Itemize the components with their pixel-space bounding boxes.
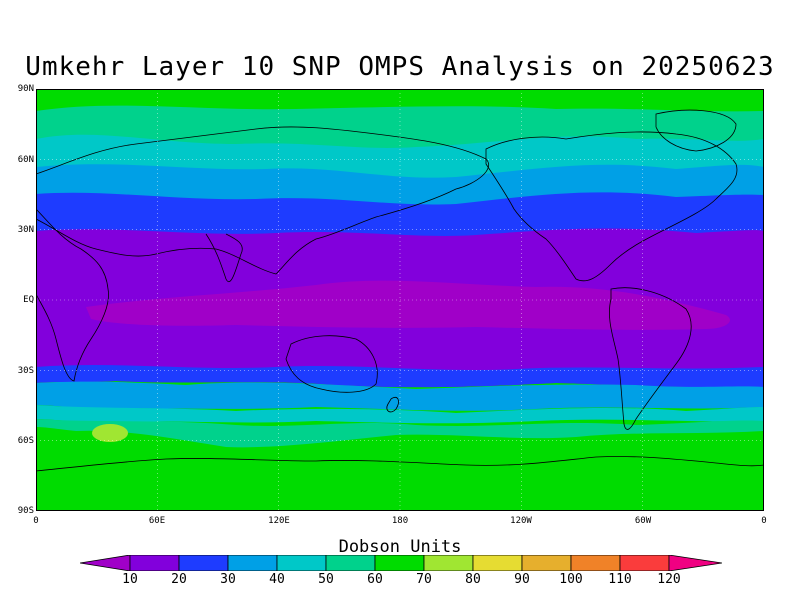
lat-label-30s: 30S bbox=[17, 366, 34, 376]
colorbar-segment-90-100 bbox=[521, 555, 572, 571]
colorbar-tick-20: 20 bbox=[171, 572, 187, 587]
graticule bbox=[36, 89, 764, 511]
band-50-south bbox=[36, 405, 764, 424]
lon-label-60w: 60W bbox=[634, 516, 652, 526]
lon-label-120w: 120W bbox=[510, 516, 532, 526]
colorbar-segment-30-40 bbox=[227, 555, 278, 571]
colorbar-tick-100: 100 bbox=[559, 572, 583, 587]
newzealand-coast bbox=[386, 396, 399, 413]
colorbar-tick-110: 110 bbox=[608, 572, 632, 587]
ozone-map bbox=[36, 89, 764, 511]
africa-coast bbox=[36, 208, 109, 382]
lon-label-180: 180 bbox=[391, 516, 409, 526]
band-40-south bbox=[36, 381, 764, 411]
colorbar-tick-70: 70 bbox=[416, 572, 432, 587]
colorbar-tick-50: 50 bbox=[318, 572, 334, 587]
colorbar-segment-40-50 bbox=[276, 555, 327, 571]
north-america-coast bbox=[485, 131, 738, 282]
colorbar bbox=[80, 555, 722, 571]
lat-label-30n: 30N bbox=[17, 225, 34, 235]
lat-label-90s: 90S bbox=[17, 506, 34, 516]
colorbar-segment-60-70 bbox=[374, 555, 425, 571]
map-border bbox=[36, 89, 764, 511]
band-80-patch bbox=[92, 424, 128, 442]
band-30-south bbox=[36, 365, 764, 388]
colorbar-tick-10: 10 bbox=[122, 572, 138, 587]
colorbar-tick-120: 120 bbox=[657, 572, 681, 587]
lon-label-0-east: 0 bbox=[761, 516, 767, 526]
band-10-equator bbox=[86, 280, 730, 330]
lat-label-eq: EQ bbox=[23, 295, 34, 305]
colorbar-segment-10-20 bbox=[129, 555, 180, 571]
colorbar-right-arrow bbox=[668, 555, 722, 571]
south-america-coast bbox=[609, 287, 692, 430]
colorbar-tick-30: 30 bbox=[220, 572, 236, 587]
lat-label-60s: 60S bbox=[17, 436, 34, 446]
colorbar-segment-100-110 bbox=[570, 555, 621, 571]
lon-label-60e: 60E bbox=[148, 516, 166, 526]
colorbar-tick-40: 40 bbox=[269, 572, 285, 587]
colorbar-segment-70-80 bbox=[423, 555, 474, 571]
colorbar-segment-20-30 bbox=[178, 555, 229, 571]
colorbar-title: Dobson Units bbox=[338, 537, 462, 557]
colorbar-tick-80: 80 bbox=[465, 572, 481, 587]
colorbar-segment-80-90 bbox=[472, 555, 523, 571]
lon-label-120e: 120E bbox=[268, 516, 290, 526]
antarctica-coast bbox=[36, 456, 764, 472]
lon-label-0: 0 bbox=[33, 516, 39, 526]
colorbar-tick-90: 90 bbox=[514, 572, 530, 587]
colorbar-left-arrow bbox=[80, 555, 131, 571]
eurasia-coast bbox=[36, 126, 489, 275]
india-coast bbox=[205, 233, 243, 282]
lat-label-90n: 90N bbox=[17, 84, 34, 94]
map-title: Umkehr Layer 10 SNP OMPS Analysis on 202… bbox=[25, 52, 775, 82]
lat-label-60n: 60N bbox=[17, 155, 34, 165]
colorbar-segment-110-120 bbox=[619, 555, 670, 571]
coastlines bbox=[36, 109, 764, 472]
australia-coast bbox=[285, 335, 378, 393]
greenland-coast bbox=[655, 109, 737, 152]
colorbar-segment-50-60 bbox=[325, 555, 376, 571]
colorbar-tick-60: 60 bbox=[367, 572, 383, 587]
